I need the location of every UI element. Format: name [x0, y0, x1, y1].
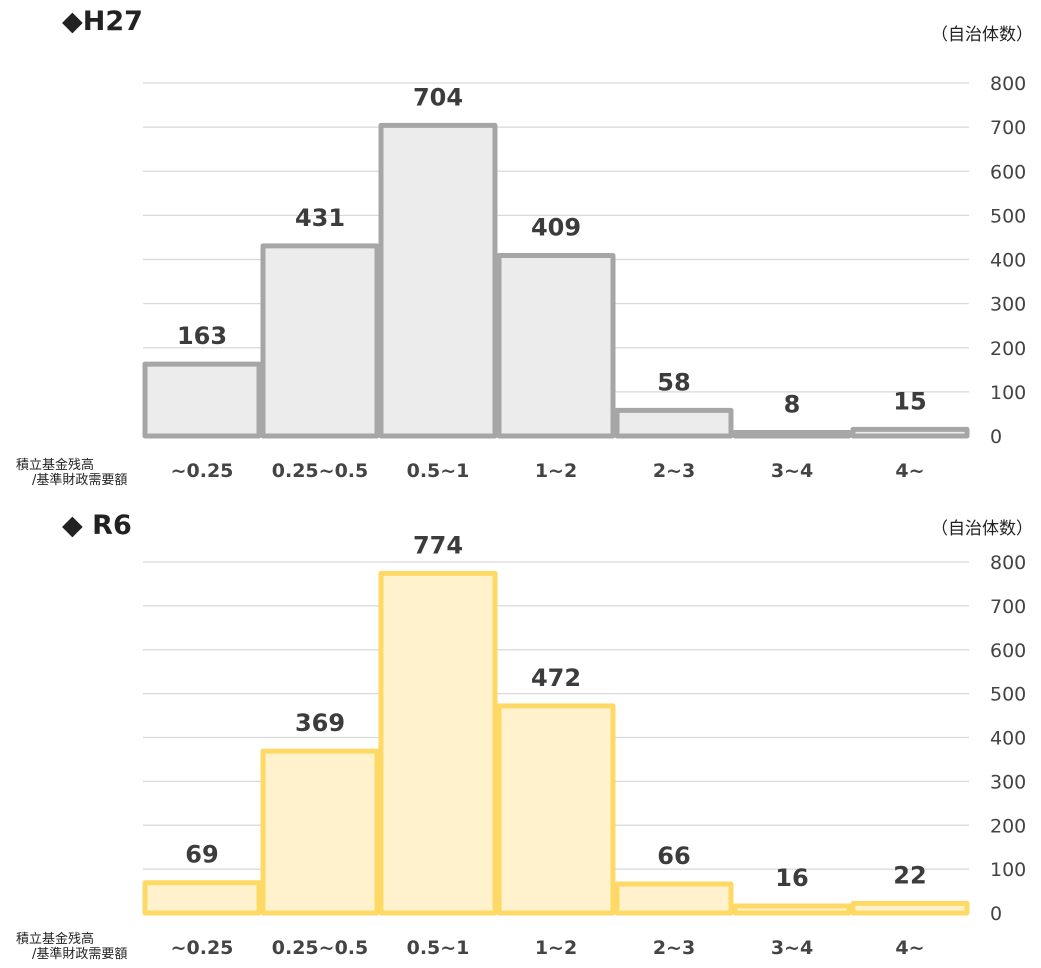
chart-title: ◆ R6 — [62, 510, 132, 541]
x-axis-caption-line1: 積立基金残高 — [16, 458, 95, 473]
x-tick-label: 1~2 — [535, 460, 577, 482]
y-tick-label: 300 — [990, 294, 1026, 316]
y-tick-label: 600 — [990, 640, 1026, 662]
x-tick-label: ~0.25 — [171, 937, 234, 959]
bar-chart-h27: 0 100 200 300 400 500 600 700 800 163 ~0.25 431 0.25… — [142, 73, 1026, 482]
unit-label: （自治体数） — [931, 519, 1033, 539]
data-label: 704 — [413, 83, 463, 111]
y-tick-label: 800 — [990, 73, 1026, 95]
y-tick-label: 500 — [990, 205, 1026, 227]
bar — [496, 703, 616, 916]
data-label: 369 — [295, 709, 345, 737]
bar — [260, 243, 380, 439]
bar — [142, 361, 262, 439]
data-label: 69 — [185, 841, 218, 869]
x-tick-label: ~0.25 — [171, 460, 234, 482]
bars — [142, 122, 970, 439]
data-label: 22 — [893, 861, 926, 889]
data-label: 66 — [657, 842, 690, 870]
x-tick-label: 2~3 — [653, 460, 695, 482]
y-tick-label: 300 — [990, 771, 1026, 793]
x-axis-caption-line2: /基準財政需要額 — [32, 473, 128, 488]
y-tick-label: 100 — [990, 859, 1026, 881]
y-tick-label: 200 — [990, 815, 1026, 837]
x-tick-label: 0.5~1 — [407, 460, 470, 482]
x-tick-label: 3~4 — [771, 937, 813, 959]
data-label: 16 — [775, 864, 808, 892]
bar — [260, 748, 380, 916]
x-tick-label: 1~2 — [535, 937, 577, 959]
data-label: 472 — [531, 664, 581, 692]
data-label: 409 — [531, 214, 581, 242]
x-tick-label: 0.5~1 — [407, 937, 470, 959]
data-label: 774 — [413, 531, 463, 559]
chart-panel-h27: ◆H27 （自治体数） 0 100 200 300 400 500 600 700 800 163… — [16, 6, 1033, 488]
x-tick-label: 0.25~0.5 — [272, 937, 368, 959]
y-tick-label: 500 — [990, 684, 1026, 706]
bar — [142, 880, 262, 916]
x-axis-caption: 積立基金残高 /基準財政需要額 — [16, 932, 127, 962]
chart-title: ◆H27 — [62, 6, 143, 37]
y-tick-label: 0 — [990, 903, 1002, 925]
bar — [378, 570, 498, 916]
x-tick-label: 4~ — [895, 460, 924, 482]
unit-label: （自治体数） — [931, 25, 1033, 45]
data-label: 163 — [177, 322, 227, 350]
data-label: 58 — [657, 368, 690, 396]
x-tick-label: 0.25~0.5 — [272, 460, 368, 482]
x-tick-label: 2~3 — [653, 937, 695, 959]
y-tick-label: 0 — [990, 426, 1002, 448]
bar — [614, 407, 734, 439]
x-axis-caption-line2: /基準財政需要額 — [32, 947, 128, 962]
data-label: 431 — [295, 204, 345, 232]
data-label: 8 — [784, 390, 801, 418]
bar-chart-r6: 0 100 200 300 400 500 600 700 800 69 ~0.25 369 0.25~… — [142, 531, 1026, 959]
bar — [614, 881, 734, 916]
y-tick-label: 400 — [990, 250, 1026, 272]
x-tick-label: 4~ — [895, 937, 924, 959]
bar — [496, 253, 616, 439]
y-tick-label: 100 — [990, 382, 1026, 404]
x-axis-caption: 積立基金残高 /基準財政需要額 — [16, 458, 127, 488]
x-axis-caption-line1: 積立基金残高 — [16, 932, 95, 947]
bars — [142, 570, 970, 916]
y-tick-label: 400 — [990, 728, 1026, 750]
chart-panel-r6: ◆ R6 （自治体数） 0 100 200 300 400 500 600 700 800 69 ~… — [0, 484, 1041, 968]
x-tick-label: 3~4 — [771, 460, 813, 482]
y-tick-label: 800 — [990, 552, 1026, 574]
bar — [378, 122, 498, 439]
y-tick-label: 600 — [990, 161, 1026, 183]
y-tick-label: 200 — [990, 338, 1026, 360]
y-tick-label: 700 — [990, 596, 1026, 618]
y-tick-label: 700 — [990, 117, 1026, 139]
data-label: 15 — [893, 387, 926, 415]
